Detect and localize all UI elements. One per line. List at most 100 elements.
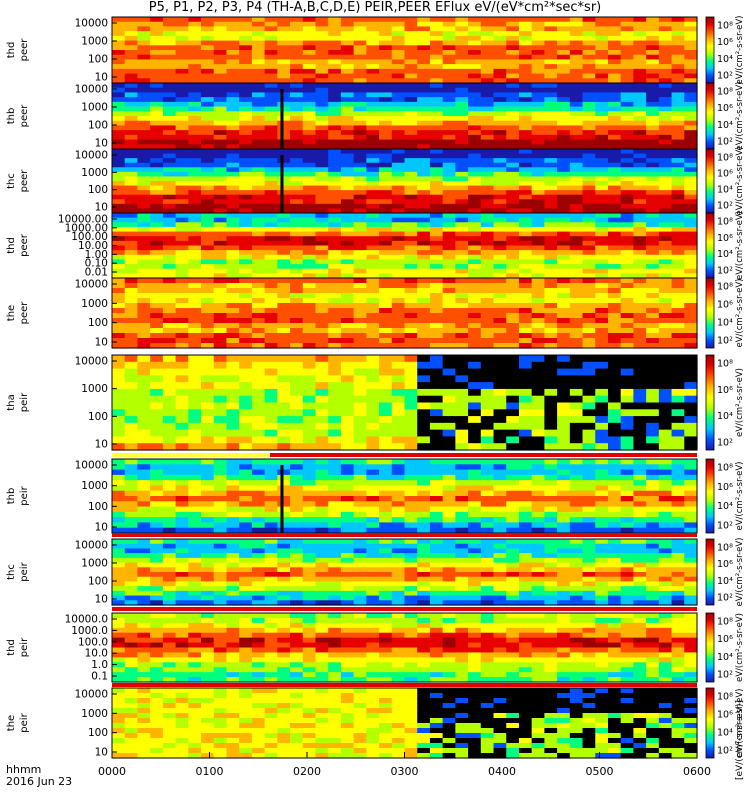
- heatmap-cell: [162, 21, 177, 28]
- heatmap-cell: [366, 422, 380, 431]
- heatmap-cell: [188, 149, 202, 155]
- heatmap-cell: [455, 231, 469, 237]
- heatmap-cell: [671, 313, 685, 319]
- heatmap-cell: [353, 527, 367, 534]
- heatmap-cell: [277, 73, 291, 79]
- heatmap-cell: [646, 254, 660, 261]
- heatmap-cell: [137, 21, 151, 28]
- heatmap-cell: [646, 217, 660, 223]
- heatmap-cell: [353, 288, 367, 294]
- heatmap-cell: [379, 54, 393, 61]
- heatmap-cell: [658, 368, 673, 376]
- heatmap-cell: [162, 236, 177, 242]
- heatmap-cell: [124, 26, 139, 32]
- heatmap-cell: [455, 167, 469, 173]
- heatmap-cell: [544, 59, 558, 65]
- heatmap-cell: [671, 382, 685, 390]
- heatmap-cell: [226, 557, 240, 564]
- heatmap-cell: [150, 361, 164, 370]
- heatmap-cell: [302, 97, 317, 103]
- heatmap-cell: [366, 199, 380, 205]
- heatmap-cell: [366, 245, 380, 251]
- heatmap-cell: [404, 581, 418, 587]
- heatmap-cell: [162, 125, 177, 131]
- heatmap-cell: [646, 171, 660, 178]
- heatmap-cell: [137, 245, 151, 251]
- heatmap-cell: [582, 368, 596, 376]
- heatmap-cell: [213, 83, 228, 89]
- heatmap-cell: [442, 199, 456, 205]
- heatmap-cell: [137, 368, 151, 376]
- heatmap-cell: [658, 268, 673, 274]
- heatmap-cell: [582, 298, 596, 304]
- heatmap-cell: [315, 162, 329, 168]
- heatmap-cell: [493, 21, 507, 28]
- heatmap-cell: [226, 45, 240, 51]
- heatmap-cell: [137, 149, 151, 155]
- heatmap-cell: [162, 548, 177, 554]
- heatmap-cell: [226, 553, 240, 559]
- heatmap-cell: [188, 480, 202, 487]
- heatmap-cell: [671, 208, 685, 214]
- heatmap-cell: [582, 375, 596, 383]
- heatmap-cell: [391, 222, 406, 228]
- heatmap-cell: [353, 576, 367, 583]
- heatmap-cell: [379, 323, 393, 329]
- heatmap-cell: [607, 194, 622, 200]
- heatmap-cell: [569, 474, 584, 481]
- heatmap-cell: [112, 308, 126, 314]
- heatmap-cell: [302, 562, 317, 568]
- heatmap-cell: [620, 459, 635, 465]
- heatmap-cell: [506, 245, 520, 251]
- heatmap-cell: [162, 395, 177, 404]
- heatmap-cell: [480, 171, 495, 178]
- heatmap-cell: [442, 511, 456, 518]
- heatmap-cell: [544, 368, 558, 376]
- heatmap-cell: [124, 562, 139, 568]
- heatmap-cell: [226, 283, 240, 289]
- heatmap-cell: [429, 278, 444, 284]
- heatmap-cell: [620, 511, 635, 518]
- y-tick-label: 1000.00: [65, 222, 108, 234]
- heatmap-cell: [417, 190, 431, 196]
- heatmap-cell: [429, 375, 444, 383]
- heatmap-cell: [607, 273, 622, 279]
- heatmap-cell: [328, 355, 342, 363]
- heatmap-cell: [239, 595, 253, 601]
- heatmap-cell: [353, 422, 367, 431]
- heatmap-cell: [162, 231, 177, 237]
- heatmap-cell: [201, 485, 215, 492]
- heatmap-cell: [150, 236, 164, 242]
- heatmap-cell: [493, 490, 507, 497]
- heatmap-cell: [582, 199, 596, 205]
- heatmap-cell: [468, 194, 482, 200]
- heatmap-cell: [658, 273, 673, 279]
- heatmap-cell: [175, 185, 189, 191]
- heatmap-cell: [302, 144, 317, 150]
- heatmap-cell: [328, 548, 342, 554]
- heatmap-cell: [201, 217, 215, 223]
- heatmap-cell: [595, 26, 609, 32]
- heatmap-cell: [366, 382, 380, 390]
- heatmap-cell: [582, 333, 596, 339]
- heatmap-cell: [429, 254, 444, 261]
- heatmap-cell: [493, 388, 507, 397]
- heatmap-cell: [239, 208, 253, 214]
- heatmap-cell: [188, 416, 202, 424]
- heatmap-cell: [290, 171, 304, 178]
- heatmap-cell: [455, 382, 469, 390]
- colorbar-tick-label: 10⁴: [717, 411, 733, 422]
- heatmap-cell: [251, 328, 266, 334]
- heatmap-cell: [251, 511, 266, 518]
- heatmap-cell: [569, 388, 584, 397]
- heatmap-cell: [277, 194, 291, 200]
- heatmap-cell: [391, 283, 406, 289]
- heatmap-cell: [569, 213, 584, 219]
- heatmap-cell: [290, 26, 304, 32]
- heatmap-cell: [162, 527, 177, 534]
- heatmap-cell: [328, 586, 342, 592]
- heatmap-cell: [201, 208, 215, 214]
- heatmap-cell: [366, 395, 380, 404]
- heatmap-cell: [468, 116, 482, 122]
- heatmap-cell: [429, 522, 444, 529]
